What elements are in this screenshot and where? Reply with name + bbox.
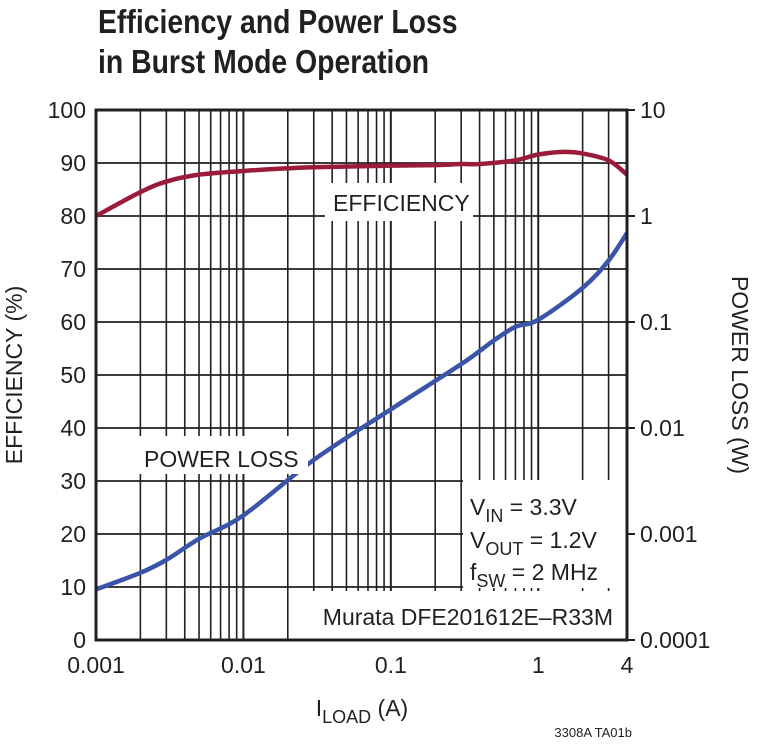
y-left-tick-label: 70 xyxy=(60,256,86,282)
y-right-tick-label: 10 xyxy=(640,97,666,123)
plot-frame xyxy=(94,108,629,642)
y-right-tick-label: 0.001 xyxy=(640,521,698,547)
label-boxes: EFFICIENCY POWER LOSS VIN = 3.3V VOUT = … xyxy=(136,183,627,639)
vin-annotation: VIN = 3.3V xyxy=(470,494,578,526)
y-right-tick-label: 0.1 xyxy=(640,309,672,335)
y-left-tick-label: 10 xyxy=(60,574,86,600)
y-right-axis-label: POWER LOSS (W) xyxy=(727,276,753,474)
title-line-1: Efficiency and Power Loss xyxy=(98,3,458,40)
efficiency-curve xyxy=(94,149,629,218)
power-loss-series-label: POWER LOSS xyxy=(144,446,299,472)
fsw-annotation: fSW = 2 MHz xyxy=(470,559,598,591)
x-tick-label: 1 xyxy=(532,652,545,678)
inductor-box xyxy=(298,591,627,639)
vout-annotation: VOUT = 1.2V xyxy=(470,527,598,559)
power-loss-curve xyxy=(95,231,629,592)
inductor-annotation: Murata DFE201612E–R33M xyxy=(323,604,613,630)
tick-labels: 0 10 20 30 40 50 60 70 80 90 100 0.0001 0.001 0.01 0.1… xyxy=(48,97,711,678)
efficiency-series-label: EFFICIENCY xyxy=(333,190,470,216)
x-tick-label: 0.01 xyxy=(221,652,266,678)
curves xyxy=(94,149,629,592)
x-tick-label: 0.001 xyxy=(67,652,125,678)
y-left-tick-label: 20 xyxy=(60,521,86,547)
x-tick-label: 0.1 xyxy=(375,652,407,678)
y-right-tick-label: 0.0001 xyxy=(640,627,710,653)
x-axis-label: ILOAD (A) xyxy=(316,695,408,727)
y-left-tick-label: 100 xyxy=(48,97,86,123)
y-left-tick-label: 90 xyxy=(60,150,86,176)
y-left-axis-label: EFFICIENCY (%) xyxy=(1,286,27,464)
y-right-tick-label: 1 xyxy=(640,203,653,229)
efficiency-label-bg xyxy=(325,183,473,221)
title-line-2: in Burst Mode Operation xyxy=(98,43,430,80)
power-loss-label-bg xyxy=(136,436,308,474)
chart-title: Efficiency and Power Loss in Burst Mode … xyxy=(98,2,458,82)
y-left-tick-label: 40 xyxy=(60,415,86,441)
y-left-tick-label: 30 xyxy=(60,468,86,494)
y-left-tick-label: 80 xyxy=(60,203,86,229)
figure-id: 3308A TA01b xyxy=(554,725,632,740)
y-left-tick-label: 0 xyxy=(73,627,86,653)
y-left-tick-label: 50 xyxy=(60,362,86,388)
x-tick-label: 4 xyxy=(621,652,634,678)
y-right-tick-label: 0.01 xyxy=(640,415,685,441)
conditions-box xyxy=(463,480,627,588)
y-left-tick-label: 60 xyxy=(60,309,86,335)
